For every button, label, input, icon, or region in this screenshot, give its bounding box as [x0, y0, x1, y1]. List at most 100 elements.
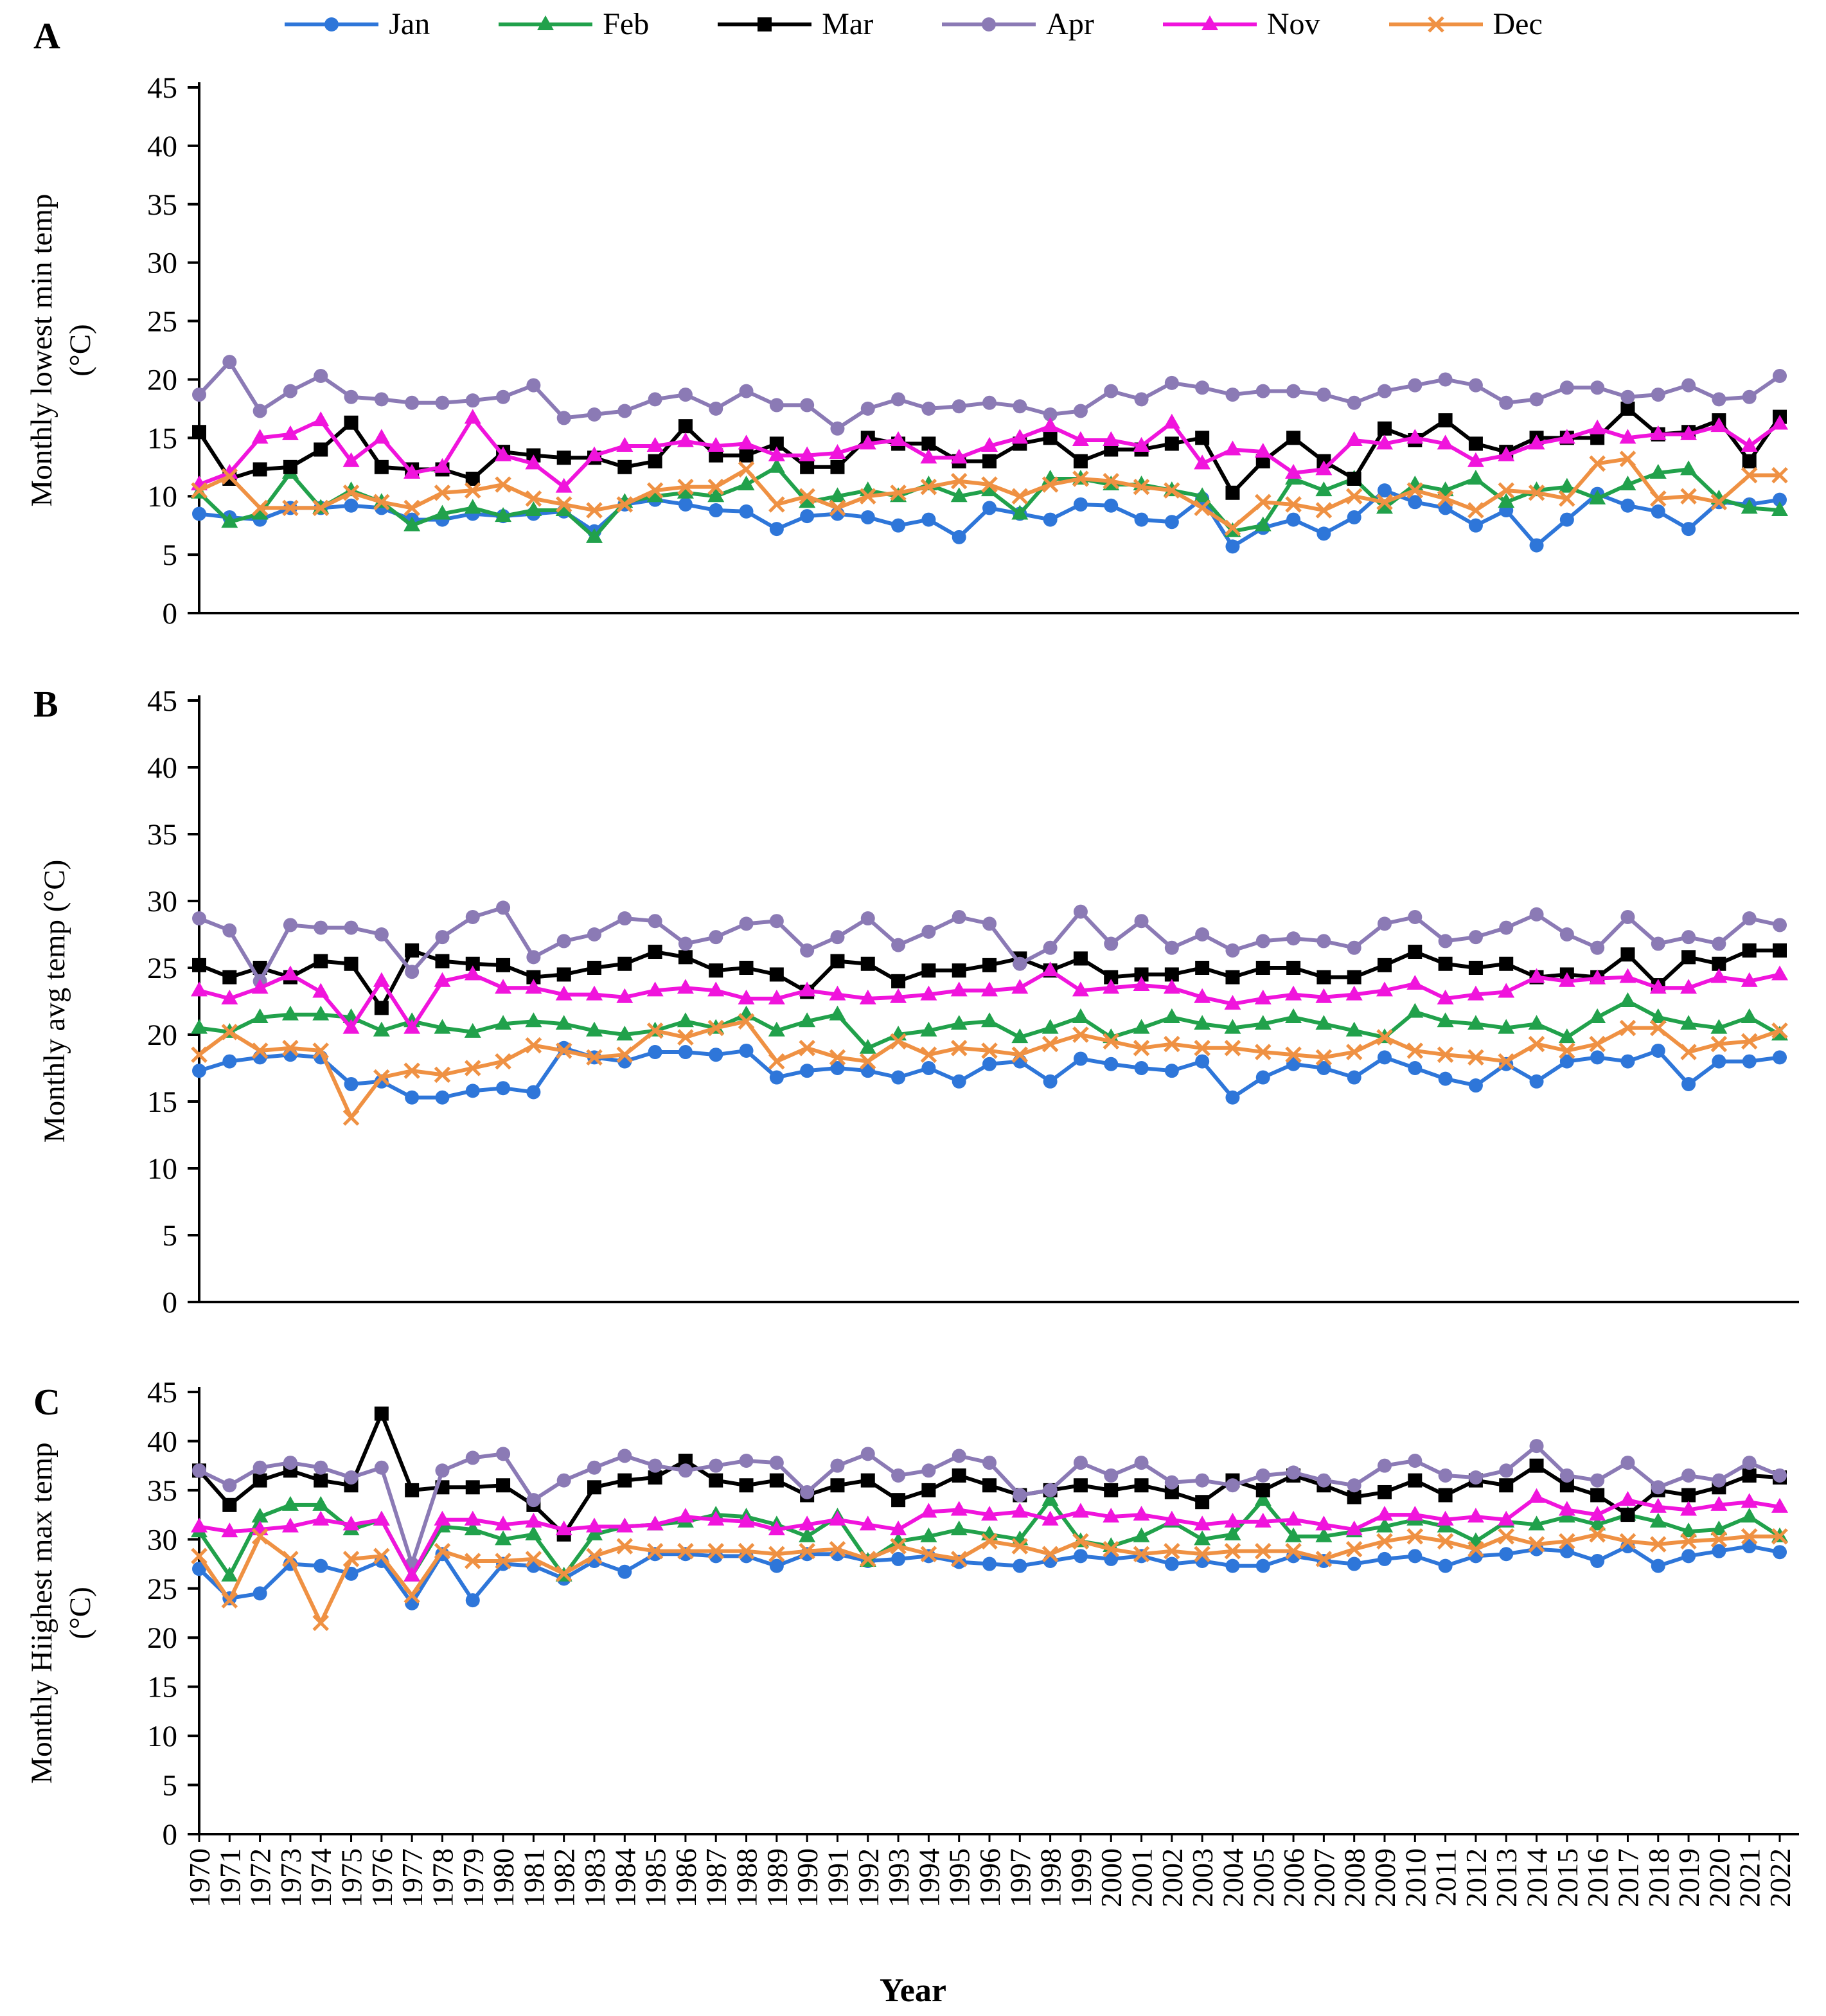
y-tick-label: 20: [147, 1019, 177, 1052]
x-tick-label-1990: 1990: [791, 1848, 824, 1907]
legend-item-nov: Nov: [1162, 6, 1320, 42]
x-tick-label-2008: 2008: [1338, 1848, 1371, 1907]
panel-c-series-apr: [192, 1439, 1787, 1571]
x-tick-label-1987: 1987: [700, 1848, 732, 1907]
x-tick-label-2018: 2018: [1642, 1848, 1675, 1907]
y-tick-label: 15: [147, 422, 177, 455]
nov-line-marker-icon: [1162, 15, 1257, 30]
panel-c-axes: [198, 1387, 1799, 1835]
x-tick-label-1973: 1973: [274, 1848, 307, 1907]
y-tick-label: 35: [147, 1474, 177, 1508]
x-tick-label-1976: 1976: [366, 1848, 398, 1907]
x-tick-label-1986: 1986: [669, 1848, 702, 1907]
legend-label-jan: Jan: [389, 7, 430, 41]
y-tick-label: 45: [147, 71, 177, 105]
y-tick-label: 10: [147, 1152, 177, 1186]
y-tick-label: 0: [163, 597, 178, 630]
x-tick-labels: 1970197119721973197419751976197719781979…: [183, 1834, 1796, 1907]
jan-line-marker-icon: [285, 17, 379, 31]
y-tick-label: 40: [147, 130, 177, 163]
x-tick-label-2019: 2019: [1672, 1848, 1705, 1907]
x-tick-label-2002: 2002: [1156, 1848, 1189, 1907]
panel-b-series-jan: [192, 1040, 1787, 1105]
panel-b-y-ticks: 0 5 10 15 20 25 30 35 40 45: [147, 684, 199, 1319]
legend-item-apr: Apr: [941, 6, 1094, 42]
mar-line-marker-icon: [718, 17, 812, 31]
x-tick-label-1982: 1982: [548, 1848, 581, 1907]
x-tick-label-2010: 2010: [1399, 1848, 1432, 1907]
x-tick-label-2021: 2021: [1733, 1848, 1766, 1907]
panel-b-series-dec: [191, 1013, 1788, 1126]
panel-c-plot: 0510152025303540451970197119721973197419…: [147, 1376, 1799, 1907]
x-tick-label-1974: 1974: [305, 1848, 337, 1907]
x-tick-label-2014: 2014: [1521, 1848, 1554, 1907]
panel-b-plot: 0 5 10 15 20 25 30 35 40 45: [147, 684, 1799, 1319]
y-tick-label: 25: [147, 952, 177, 985]
feb-line-marker-icon: [499, 15, 593, 30]
x-tick-label-2012: 2012: [1460, 1848, 1493, 1907]
panel-a-series-nov: [191, 409, 1788, 493]
x-tick-label-1994: 1994: [912, 1848, 945, 1907]
legend-item-mar: Mar: [716, 6, 873, 42]
x-tick-label-2020: 2020: [1703, 1848, 1735, 1907]
panel-a-plot: 0 5 10 15 20 25 30 35 40 45: [147, 71, 1799, 630]
panel-a-y-ticks: 0 5 10 15 20 25 30 35 40 45: [147, 71, 199, 630]
x-tick-label-2015: 2015: [1551, 1848, 1584, 1907]
x-tick-label-2016: 2016: [1581, 1848, 1614, 1907]
panel-c-series-mar: [192, 1406, 1787, 1542]
dec-line-marker-icon: [1388, 15, 1483, 33]
panel-b-series-feb: [191, 992, 1788, 1054]
y-tick-label: 10: [147, 480, 177, 513]
legend-label-dec: Dec: [1493, 7, 1543, 41]
panel-a-series-dec: [191, 450, 1788, 537]
legend-item-jan: Jan: [283, 6, 430, 42]
x-tick-label-2001: 2001: [1126, 1848, 1158, 1907]
x-tick-label-1985: 1985: [639, 1848, 672, 1907]
y-tick-label: 25: [147, 305, 177, 339]
x-tick-label-2003: 2003: [1186, 1848, 1219, 1907]
x-tick-label-2022: 2022: [1764, 1848, 1796, 1907]
panel-c-series-dec: [191, 1526, 1788, 1632]
y-tick-label: 40: [147, 1425, 177, 1458]
x-tick-label-1991: 1991: [821, 1848, 854, 1907]
panel-c-series-nov: [191, 1488, 1788, 1582]
y-tick-label: 45: [147, 684, 177, 718]
x-tick-label-1972: 1972: [244, 1848, 277, 1907]
x-tick-label-1998: 1998: [1034, 1848, 1067, 1907]
x-tick-label-1983: 1983: [578, 1848, 611, 1907]
panel-a-axes: [198, 82, 1799, 614]
x-tick-label-2005: 2005: [1247, 1848, 1280, 1907]
panel-b-series-apr: [192, 900, 1787, 988]
x-tick-label-1977: 1977: [396, 1848, 429, 1907]
y-tick-label: 5: [163, 1769, 178, 1803]
x-tick-label-1988: 1988: [731, 1848, 763, 1907]
panel-b-letter: B: [33, 683, 58, 725]
y-tick-label: 35: [147, 188, 177, 222]
x-tick-label-2004: 2004: [1216, 1848, 1249, 1907]
legend-label-nov: Nov: [1266, 7, 1320, 41]
panel-a-series-apr: [192, 355, 1787, 436]
legend-label-feb: Feb: [603, 7, 650, 41]
panel-c-y-ticks: 0 5 10 15 20 25 30 35 40 45: [147, 1376, 199, 1851]
legend-label-mar: Mar: [822, 7, 874, 41]
x-tick-label-1970: 1970: [183, 1848, 216, 1907]
y-tick-label: 20: [147, 363, 177, 397]
x-tick-label-1978: 1978: [426, 1848, 459, 1907]
x-tick-label-2007: 2007: [1307, 1848, 1340, 1907]
x-tick-label-1979: 1979: [457, 1848, 490, 1907]
y-tick-label: 25: [147, 1573, 177, 1606]
y-tick-label: 35: [147, 818, 177, 852]
y-tick-label: 30: [147, 885, 177, 918]
panel-b-series-nov: [191, 961, 1788, 1034]
x-tick-label-1995: 1995: [943, 1848, 976, 1907]
x-tick-label-1971: 1971: [213, 1848, 246, 1907]
x-axis-title: Year: [880, 1972, 946, 2009]
panel-c-series-jan: [192, 1539, 1787, 1610]
panel-c-letter: C: [33, 1381, 60, 1423]
x-tick-label-1997: 1997: [1004, 1848, 1036, 1907]
y-tick-label: 10: [147, 1720, 177, 1753]
legend: Jan Feb Mar Apr Nov Dec: [0, 6, 1826, 42]
y-tick-label: 5: [163, 1219, 178, 1253]
x-tick-label-1992: 1992: [852, 1848, 885, 1907]
